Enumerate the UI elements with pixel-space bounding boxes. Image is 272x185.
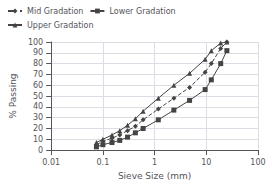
- svg-text:100: 100: [28, 38, 43, 47]
- svg-text:Mid Gradation: Mid Gradation: [27, 7, 83, 16]
- svg-text:100: 100: [250, 158, 265, 167]
- svg-text:Lower Gradation: Lower Gradation: [109, 7, 175, 16]
- svg-text:50: 50: [33, 92, 43, 101]
- svg-text:70: 70: [33, 70, 43, 79]
- svg-text:Upper Gradation: Upper Gradation: [27, 21, 93, 30]
- svg-text:20: 20: [33, 124, 43, 133]
- svg-text:0.01: 0.01: [42, 158, 60, 167]
- svg-text:40: 40: [33, 102, 43, 111]
- svg-text:90: 90: [33, 48, 43, 57]
- svg-text:10: 10: [201, 158, 211, 167]
- svg-text:60: 60: [33, 81, 43, 90]
- svg-text:30: 30: [33, 113, 43, 122]
- svg-text:0.1: 0.1: [97, 158, 110, 167]
- svg-text:10: 10: [33, 135, 43, 144]
- svg-text:0: 0: [38, 146, 43, 155]
- svg-text:1: 1: [152, 158, 157, 167]
- svg-text:Sieve Size (mm): Sieve Size (mm): [118, 171, 191, 181]
- svg-text:80: 80: [33, 59, 43, 68]
- svg-text:% Passing: % Passing: [8, 73, 18, 118]
